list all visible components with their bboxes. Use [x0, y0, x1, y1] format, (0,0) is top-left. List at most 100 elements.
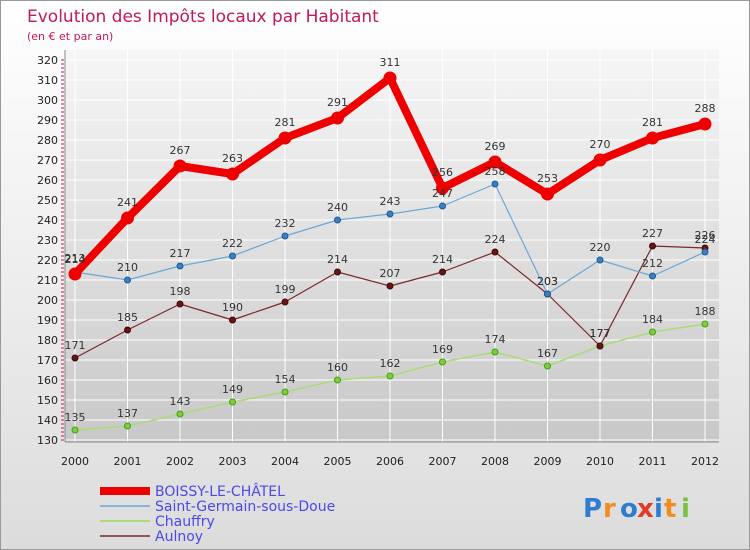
data-label: 162 [380, 357, 401, 370]
data-point [173, 159, 187, 173]
data-label: 199 [275, 283, 296, 296]
data-label: 160 [327, 361, 348, 374]
data-label: 214 [432, 253, 453, 266]
data-label: 213 [65, 252, 86, 265]
data-label: 188 [695, 305, 716, 318]
data-label: 222 [222, 237, 243, 250]
x-tick-label: 2007 [429, 455, 457, 468]
data-label: 256 [432, 166, 453, 179]
data-label: 220 [590, 241, 611, 254]
data-point [281, 232, 289, 240]
y-tick-label: 180 [37, 334, 58, 347]
data-label: 224 [485, 233, 506, 246]
data-point [386, 282, 394, 290]
data-label: 135 [65, 411, 86, 424]
x-tick-label: 2009 [534, 455, 562, 468]
data-label: 226 [695, 229, 716, 242]
data-label: 247 [432, 187, 453, 200]
data-point [596, 256, 604, 264]
y-tick-label: 230 [37, 234, 58, 247]
y-tick-label: 170 [37, 354, 58, 367]
data-label: 214 [327, 253, 348, 266]
data-label: 217 [170, 247, 191, 260]
data-point [436, 181, 449, 195]
data-point [68, 267, 82, 281]
data-point [124, 276, 131, 284]
data-label: 143 [170, 395, 191, 408]
data-point [176, 300, 184, 308]
data-point [491, 348, 499, 356]
data-point [334, 216, 341, 224]
data-label: 190 [222, 301, 243, 314]
legend-label: Aulnoy [155, 529, 203, 545]
data-point [544, 362, 551, 370]
y-tick-label: 290 [37, 114, 58, 127]
data-label: 224 [695, 233, 716, 246]
data-point [124, 422, 131, 430]
brand-letter: i [654, 494, 663, 524]
data-label: 267 [170, 144, 191, 157]
chart-subtitle: (en € et par an) [27, 30, 113, 43]
y-tick-label: 190 [37, 314, 58, 327]
data-point [701, 320, 709, 328]
x-tick-label: 2001 [114, 455, 142, 468]
data-point [176, 262, 184, 270]
data-point [121, 211, 134, 225]
data-label: 227 [642, 227, 663, 240]
data-label: 207 [380, 267, 401, 280]
data-label: 184 [642, 313, 663, 326]
data-label: 281 [275, 116, 296, 129]
data-point [226, 167, 239, 181]
legend-label: BOISSY-LE-CHÂTEL [155, 482, 285, 500]
y-tick-label: 280 [37, 134, 58, 147]
data-point [386, 210, 394, 218]
data-label: 198 [170, 285, 191, 298]
legend-label: Saint-Germain-sous-Doue [155, 499, 335, 515]
data-point [593, 153, 607, 167]
data-point [281, 298, 289, 306]
data-label: 270 [590, 138, 611, 151]
y-tick-label: 160 [37, 374, 58, 387]
x-tick-label: 2000 [61, 455, 89, 468]
data-label: 281 [642, 116, 663, 129]
data-point [544, 290, 551, 298]
data-point [701, 248, 709, 256]
data-label: 177 [590, 327, 611, 340]
data-label: 154 [275, 373, 296, 386]
data-point [698, 117, 712, 131]
data-label: 174 [485, 333, 506, 346]
y-tick-label: 240 [37, 214, 58, 227]
data-label: 169 [432, 343, 453, 356]
data-point [334, 268, 341, 276]
data-point [229, 252, 236, 260]
data-point [439, 202, 446, 210]
y-tick-label: 260 [37, 174, 58, 187]
data-label: 171 [65, 339, 86, 352]
data-point [646, 131, 659, 145]
y-tick-label: 200 [37, 294, 58, 307]
data-label: 212 [642, 257, 663, 270]
data-point [439, 358, 446, 366]
data-point [649, 242, 656, 250]
y-tick-label: 140 [37, 414, 58, 427]
x-tick-label: 2003 [219, 455, 247, 468]
data-label: 258 [485, 165, 506, 178]
chart-title: Evolution des Impôts locaux par Habitant [27, 7, 379, 27]
data-label: 203 [537, 275, 558, 288]
data-point [439, 268, 446, 276]
data-label: 185 [117, 311, 138, 324]
data-point [229, 398, 236, 406]
data-label: 241 [117, 196, 138, 209]
data-point [386, 372, 394, 380]
data-label: 177 [590, 327, 611, 340]
data-point [71, 354, 79, 362]
data-point [649, 272, 656, 280]
brand-letter: P [583, 494, 602, 524]
data-label: 214 [65, 253, 86, 266]
data-point [124, 326, 131, 334]
data-label: 137 [117, 407, 138, 420]
plot-area [65, 50, 719, 442]
data-point [383, 71, 397, 85]
data-label: 253 [537, 172, 558, 185]
